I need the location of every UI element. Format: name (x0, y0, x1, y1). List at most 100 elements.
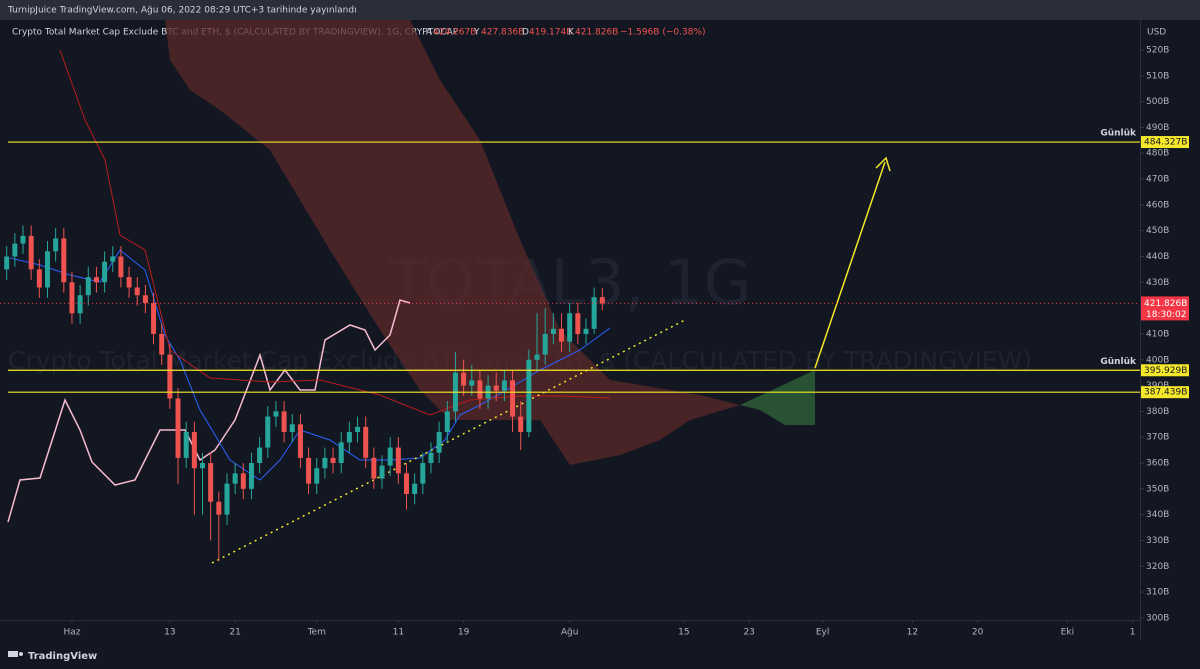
close-prefix: K (568, 28, 575, 38)
y-tick-label: 450B (1146, 226, 1169, 236)
candle-body (12, 243, 18, 257)
currency-label: USD (1147, 28, 1166, 38)
x-tick-label: Eyl (816, 628, 830, 638)
candle-body (322, 457, 328, 469)
candle-body (159, 333, 165, 355)
candle-body (493, 385, 499, 391)
x-tick-label: 19 (458, 628, 470, 638)
y-tick-label: 350B (1146, 484, 1169, 494)
x-tick-label: 15 (678, 628, 689, 638)
candle-body (518, 416, 524, 433)
candle-body (477, 380, 483, 399)
candle-body (338, 442, 344, 464)
y-tick-label: 300B (1146, 613, 1169, 623)
conversion-line (9, 249, 611, 481)
candle-body (265, 416, 271, 448)
candle-body (36, 269, 42, 288)
candle-body (4, 256, 10, 270)
ichimoku-cloud-bullish (740, 370, 815, 425)
close-value: 421.826B (575, 28, 618, 38)
level-name: Günlük (1100, 129, 1137, 139)
candle-body (387, 447, 393, 466)
low-value: 419.174B (529, 28, 572, 38)
candle-body (355, 426, 361, 433)
logo-dot (19, 652, 23, 656)
x-tick-label: 23 (743, 628, 754, 638)
candle-body (428, 452, 434, 464)
x-tick-label: Eki (1061, 628, 1074, 638)
candle-body (208, 463, 214, 502)
candle-body (379, 465, 385, 479)
logo-mark (8, 651, 18, 657)
y-tick-label: 340B (1146, 510, 1169, 520)
candle-body (191, 432, 197, 469)
y-tick-label: 440B (1146, 252, 1169, 262)
high-value: 427.836B (481, 28, 524, 38)
publisher-bar (0, 0, 1200, 20)
level-price-box (1141, 136, 1189, 149)
candle-body (28, 235, 34, 270)
candle-body (526, 359, 532, 433)
candle-body (216, 501, 222, 515)
x-tick-label: Ağu (561, 628, 579, 638)
candle-body (599, 297, 605, 304)
x-tick-label: Haz (63, 628, 80, 638)
candle-body (371, 457, 377, 479)
last-price-box (1141, 296, 1189, 321)
y-tick-label: 320B (1146, 562, 1169, 572)
y-tick-label: 470B (1146, 175, 1169, 185)
y-tick-label: 370B (1146, 433, 1169, 443)
candle-body (542, 333, 548, 355)
candle-body (61, 238, 67, 283)
candle-body (469, 380, 475, 386)
candle-body (281, 411, 287, 433)
y-tick-label: 380B (1146, 407, 1169, 417)
candle-body (44, 251, 50, 288)
candle-body (151, 302, 157, 334)
y-tick-label: 480B (1146, 149, 1169, 159)
y-tick-label: 400B (1146, 355, 1169, 365)
candle-body (412, 483, 418, 495)
candle-body (567, 313, 573, 342)
candle-body (444, 411, 450, 433)
candle-body (420, 463, 426, 484)
ichimoku-cloud-bearish (165, 20, 740, 465)
y-tick-label: 490B (1146, 123, 1169, 133)
candle-body (93, 277, 99, 283)
candle-body (85, 277, 91, 296)
candle-body (289, 424, 295, 433)
y-tick-label: 330B (1146, 536, 1169, 546)
candle-body (314, 468, 320, 484)
target-arrow (814, 161, 886, 369)
candle-body (200, 463, 206, 469)
candle-body (248, 463, 254, 489)
level-price-label: 484.327B (1144, 138, 1187, 148)
candle-body (232, 473, 238, 484)
candle-body (240, 473, 246, 489)
candle-body (306, 457, 312, 484)
candle-body (575, 313, 581, 334)
candle-body (69, 282, 75, 314)
candle-body (363, 426, 369, 458)
candle-body (403, 473, 409, 495)
candle-body (591, 297, 597, 329)
candle-body (142, 295, 148, 303)
lagging-span (7, 299, 411, 523)
candle-body (110, 256, 116, 262)
x-tick-label: 12 (907, 628, 918, 638)
candle-body (297, 424, 303, 458)
y-tick-label: 500B (1146, 97, 1169, 107)
candle-body (559, 328, 565, 342)
base-line (59, 49, 611, 416)
publisher-text: TurnipJuice TradingView.com, Ağu 06, 202… (7, 6, 357, 16)
x-tick-label: Tem (307, 628, 326, 638)
low-prefix: D (522, 28, 529, 38)
y-tick-label: 520B (1146, 45, 1169, 55)
level-name: Günlük (1100, 357, 1137, 367)
x-tick-label: 1 (1130, 628, 1136, 638)
change-value: −1.596B (−0.38%) (620, 28, 706, 38)
y-tick-label: 430B (1146, 278, 1169, 288)
y-tick-label: 510B (1146, 71, 1169, 81)
y-tick-label: 410B (1146, 329, 1169, 339)
price-axis-border (1140, 20, 1141, 640)
